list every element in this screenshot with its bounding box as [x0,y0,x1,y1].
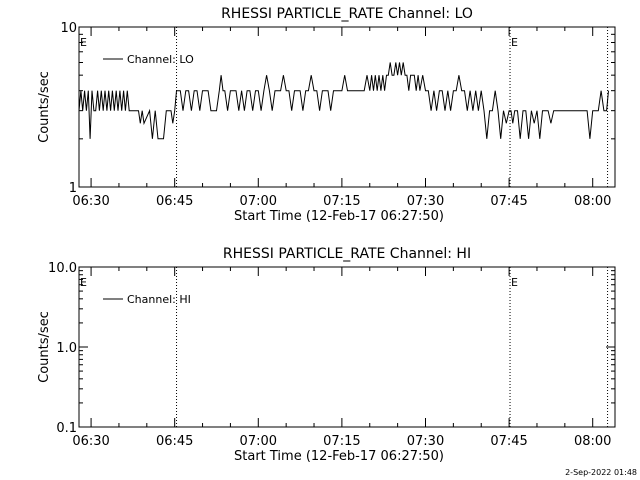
x-tick-label: 06:45 [156,434,193,449]
x-tick-label: 06:45 [156,194,193,209]
x-tick-label: 07:15 [323,194,360,209]
x-tick-label: 07:00 [240,434,277,449]
edge-marker-label: E [80,36,87,49]
chart-panel-lo: RHESSI PARTICLE_RATE Channel: LO 1 10 Count… [37,6,616,224]
legend-label: Channel: HI [127,293,191,306]
x-tick-label: 07:30 [407,434,444,449]
chart-title-lo: RHESSI PARTICLE_RATE Channel: LO [221,6,473,22]
x-tick-label: 08:00 [574,194,611,209]
y-tick-label: 0.1 [56,421,77,436]
x-tick-label: 07:15 [323,434,360,449]
y-axis-label-lo: Counts/sec [37,71,52,143]
x-axis-label-lo: Start Time (12-Feb-17 06:27:50) [234,209,444,224]
x-tick-label: 07:45 [490,194,527,209]
marker-label: E [511,276,518,289]
footer-timestamp: 2-Sep-2022 01:48 [565,468,637,477]
y-tick-label: 1 [69,181,77,196]
chart-panel-hi: RHESSI PARTICLE_RATE Channel: HI 0.1 1.0 10… [37,246,616,464]
x-tick-label: 07:45 [490,434,527,449]
x-tick-label: 06:30 [72,194,109,209]
legend-label: Channel: LO [127,53,194,66]
x-tick-label: 07:00 [240,194,277,209]
y-tick-label: 10.0 [48,261,77,276]
y-tick-label: 1.0 [56,341,77,356]
x-tick-label: 06:30 [72,434,109,449]
y-tick-label: 10 [60,21,77,36]
edge-marker-label: E [80,276,87,289]
marker-label: E [511,36,518,49]
x-tick-label: 08:00 [574,434,611,449]
chart-title-hi: RHESSI PARTICLE_RATE Channel: HI [223,246,471,262]
y-axis-label-hi: Counts/sec [37,311,52,383]
x-axis-label-hi: Start Time (12-Feb-17 06:27:50) [234,449,444,464]
x-tick-label: 07:30 [407,194,444,209]
series-line-lo [78,62,609,140]
